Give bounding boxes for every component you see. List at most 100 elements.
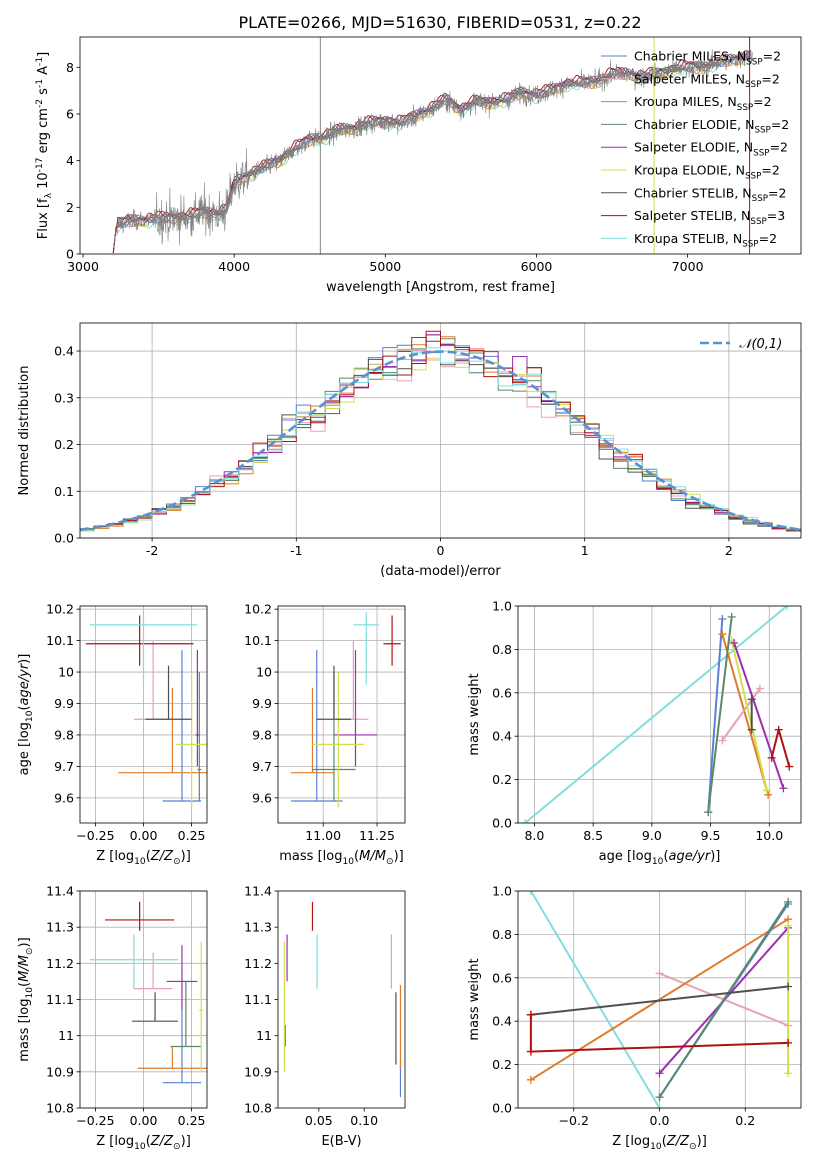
x-axis-label: Z [log10(Z/Z⊙)] [96,1134,191,1152]
weight-marker [784,982,793,991]
x-tick-label: 0 [437,543,445,558]
weight-marker [655,969,664,978]
legend-label: Chabrier MILES, NSSP=2 [634,49,781,68]
x-tick-label: −0.2 [559,1113,589,1128]
y-tick-label: 0.4 [492,1014,512,1029]
axes: -2 -1 0 1 2 0.0 0.1 0.2 0.3 0.4 (data-model)/error… [17,322,802,579]
x-tick-label: 0.10 [350,1113,378,1128]
y-axis-label: mass [log10(M/M⊙)] [17,937,35,1061]
x-tick-label: 6000 [521,259,553,274]
weight-line-chabrier-elodie [658,901,789,1098]
x-tick-label: 4000 [218,259,250,274]
y-tick-label: 10.2 [46,602,74,617]
y-tick-label: 11 [256,1028,272,1043]
y-tick-label: 10.9 [244,1064,272,1079]
weight-marker [784,921,793,930]
y-tick-label: 0.8 [492,642,512,657]
y-tick-label: 11.4 [244,884,272,899]
y-tick-label: 11 [58,1028,74,1043]
x-axis-label: (data-model)/error [380,564,501,579]
x-tick-label: 9.0 [642,828,662,843]
legend-label: Salpeter MILES, NSSP=2 [634,71,780,90]
y-tick-label: 0.0 [492,816,512,831]
figure-title: PLATE=0266, MJD=51630, FIBERID=0531, z=0… [238,13,641,32]
panel-age_vs_z: −0.25 0.00 0.25 9.6 9.7 9.8 9.9 10 10.1 10.2 Z [lo… [17,602,208,867]
weight-line-chabrier-elodie [707,616,733,813]
x-tick-label: 1 [581,543,589,558]
y-tick-label: 0.2 [492,1057,512,1072]
y-tick-label: 0.2 [54,437,74,452]
plot-area [85,612,207,808]
y-axis-label: Flux [fλ 10-17 erg cm-2 s-1 A-1] [35,52,54,239]
weight-marker [779,784,788,793]
y-tick-label: 11.1 [244,992,272,1007]
plot-area [112,37,753,254]
panel-weight_vs_z: −0.2 0.0 0.2 0.0 0.2 0.4 0.6 0.8 1.0 Z [log10(Z/Z… [467,884,802,1152]
weight-line-chabrier-stelib [530,985,789,1016]
panel-residuals: -2 -1 0 1 2 0.0 0.1 0.2 0.3 0.4 (data-model)/error… [17,322,802,579]
legend-label: Salpeter ELODIE, NSSP=2 [634,140,788,159]
y-axis-label: mass weight [467,958,482,1040]
y-tick-label: 11.1 [46,992,74,1007]
panel-spectrum: 3000 4000 5000 6000 7000 0 2 4 6 8 wavelength [Ang… [35,36,802,295]
plot-area [80,330,801,533]
y-tick-label: 10.9 [46,1064,74,1079]
weight-marker [747,725,756,734]
weight-line-kroupa-miles [530,918,789,1081]
weight-line-kroupa-stelib [530,891,661,1108]
y-tick-label: 0.1 [54,484,74,499]
y-tick-label: 9.8 [252,727,272,742]
y-tick-label: 0 [66,247,74,262]
weight-line-chabrier-miles [707,618,724,813]
weight-marker [718,736,727,745]
x-axis-label: mass [log10(M/M⊙)] [279,849,403,867]
panel-weight_vs_age: 8.0 8.5 9.0 9.5 10.0 0.0 0.2 0.4 0.6 0.8 1.0 age [l… [467,599,802,867]
weight-marker [718,615,727,624]
y-tick-label: 0.2 [492,772,512,787]
y-tick-label: 11.4 [46,884,74,899]
y-tick-label: 9.6 [252,790,272,805]
axes-frame [79,36,802,255]
y-tick-label: 0.6 [492,685,512,700]
panel-mass_vs_ebv: 0.05 0.10 10.8 10.9 11 11.1 11.2 11.3 11.4 E(B-V) [244,884,406,1149]
axes: 8.0 8.5 9.0 9.5 10.0 0.0 0.2 0.4 0.6 0.8 1.0 age [l… [467,599,802,867]
weight-marker [747,695,756,704]
y-tick-label: 10 [256,665,272,680]
y-tick-label: 9.7 [252,759,272,774]
y-tick-label: 10.8 [46,1101,74,1116]
grid-lines [278,606,405,823]
legend-label: Kroupa STELIB, NSSP=2 [634,231,777,250]
x-tick-label: 5000 [369,259,401,274]
weight-marker [526,1047,535,1056]
x-tick-label: 8.5 [583,828,603,843]
x-tick-label: 3000 [67,259,99,274]
x-tick-label: 0.00 [130,828,158,843]
legend-label: Kroupa MILES, NSSP=2 [634,94,772,113]
y-tick-label: 9.9 [252,696,272,711]
x-tick-label: 0.25 [178,1113,206,1128]
y-tick-label: 9.7 [54,759,74,774]
axes: 11.00 11.25 9.6 9.7 9.8 9.9 10 10.1 10.2 mass [lo… [244,602,406,867]
axes: 0.05 0.10 10.8 10.9 11 11.1 11.2 11.3 11.4 E(B-V) [244,884,406,1149]
weight-marker [727,612,736,621]
weight-marker [784,1038,793,1047]
normal-curve [80,350,801,532]
x-tick-label: 0.25 [178,828,206,843]
plot-area [521,606,794,823]
weight-line-salpeter-elodie [733,642,785,789]
weight-marker [526,1010,535,1019]
x-axis-label: age [log10(age/yr)] [599,849,721,867]
x-tick-label: 11.25 [359,828,395,843]
y-axis-label: mass weight [467,673,482,755]
histogram-kroupa-stelib [80,347,801,533]
weight-marker [718,630,727,639]
legend-label: Chabrier STELIB, NSSP=2 [634,185,786,204]
y-tick-label: 0.8 [492,927,512,942]
y-tick-label: 9.6 [54,790,74,805]
x-tick-label: 11.00 [305,828,341,843]
plot-area [89,901,207,1084]
weight-marker [655,1093,664,1102]
grid-lines [80,890,207,1109]
data-spectrum [113,49,753,248]
